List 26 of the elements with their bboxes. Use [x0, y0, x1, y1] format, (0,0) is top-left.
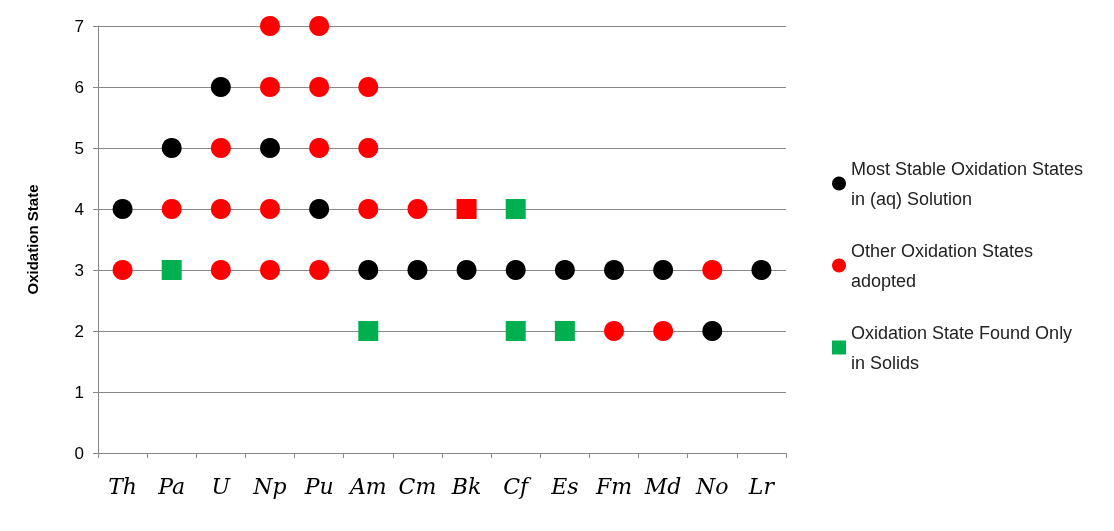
x-tick-label: Md — [643, 473, 682, 499]
legend-label: Most Stable Oxidation States in (aq) Solution — [851, 158, 1089, 209]
x-tick-label: Cm — [398, 473, 437, 499]
x-tick-label: Bk — [450, 473, 482, 499]
x-tick-label: Am — [347, 473, 387, 499]
y-tick-label: 0 — [74, 443, 84, 463]
x-tick-label: Es — [550, 473, 579, 499]
legend-label: Oxidation State Found Only in Solids — [851, 322, 1078, 373]
y-tick-label: 7 — [74, 16, 84, 36]
x-tick-label: Cf — [503, 473, 533, 499]
x-tick-label: Th — [108, 473, 137, 499]
y-tick-label: 2 — [74, 321, 84, 341]
y-tick-label: 3 — [74, 260, 84, 280]
y-axis-title: Oxidation State — [24, 184, 41, 295]
x-tick-label: No — [695, 473, 729, 499]
x-tick-label: Pa — [157, 473, 186, 499]
x-tick-label: Lr — [747, 473, 776, 499]
y-tick-label: 1 — [74, 382, 84, 402]
y-tick-label: 5 — [74, 138, 84, 158]
x-tick-label: Np — [252, 473, 287, 499]
x-tick-label: Fm — [594, 473, 633, 499]
x-tick-label: U — [211, 473, 232, 499]
legend-label: Other Oxidation States adopted — [851, 240, 1039, 291]
x-tick-label: Pu — [303, 473, 334, 499]
y-tick-label: 4 — [74, 199, 84, 219]
y-tick-label: 6 — [74, 77, 84, 97]
